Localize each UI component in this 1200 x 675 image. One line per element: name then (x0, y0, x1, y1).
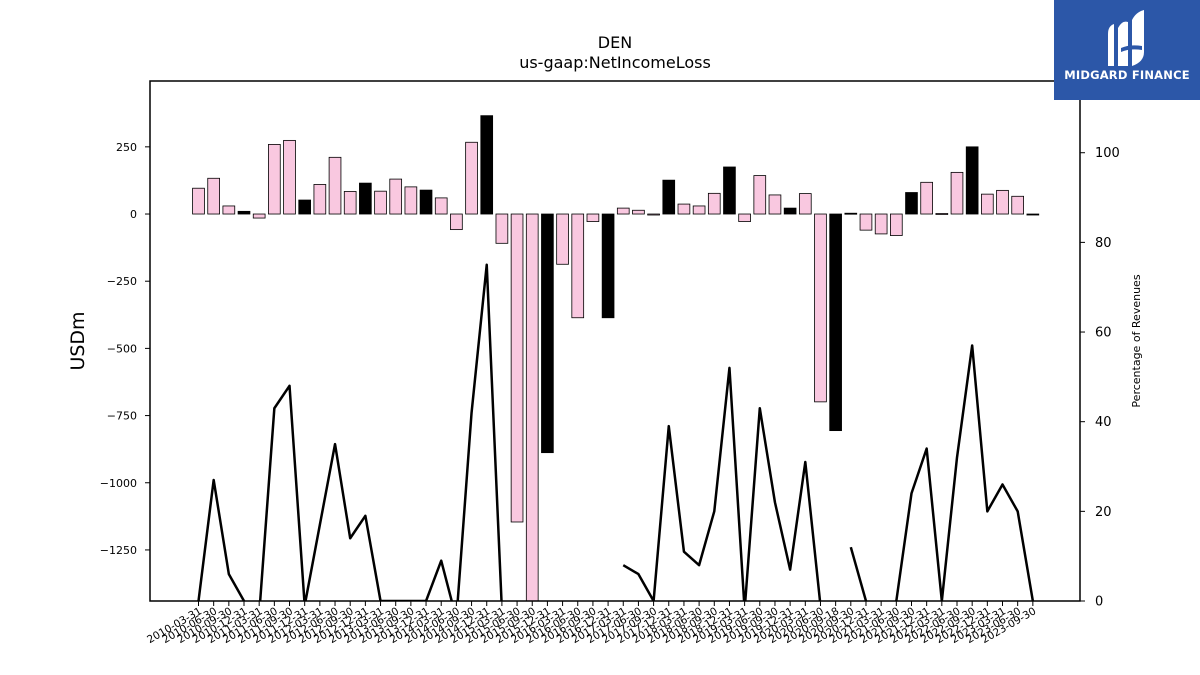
bar (965, 146, 979, 215)
bar (525, 213, 539, 601)
bar (207, 177, 220, 215)
bar (1011, 195, 1024, 215)
bar (738, 213, 751, 222)
y-right-tick-label: 40 (1095, 415, 1112, 430)
bar (783, 207, 797, 215)
line-segment (849, 546, 868, 601)
line-segment (895, 344, 1035, 601)
y-right-tick-label: 0 (1095, 595, 1103, 610)
bar (601, 213, 615, 319)
bar (920, 181, 933, 215)
bar (632, 209, 645, 215)
bar (723, 166, 736, 215)
bar (298, 199, 311, 215)
bar (434, 197, 448, 215)
plot-frame (149, 80, 1081, 602)
y-axis-right-label: Percentage of Revenues (1130, 274, 1143, 407)
bar (753, 175, 767, 215)
y-right-tick-label: 80 (1095, 236, 1112, 251)
bar (996, 189, 1009, 215)
bar (874, 213, 888, 235)
y-axis-right: 0 20 40 60 80 100 (1080, 146, 1120, 610)
bar (222, 205, 236, 215)
y-tick-label: −500 (107, 342, 137, 355)
bar (419, 189, 433, 215)
bar (1026, 213, 1040, 216)
bar (450, 213, 463, 231)
bar (829, 213, 842, 432)
y-axis-label: USDm (67, 311, 89, 370)
bar (510, 213, 524, 523)
line-segment (622, 366, 822, 601)
bar (359, 182, 372, 215)
bar (313, 184, 327, 215)
y-tick-label: −1250 (100, 544, 137, 557)
bar (465, 141, 478, 215)
bar (905, 192, 918, 215)
bar (343, 191, 357, 215)
bar (571, 213, 585, 319)
bar (374, 190, 387, 215)
bar (890, 213, 903, 236)
bar (814, 213, 827, 403)
bar (616, 207, 630, 215)
y-tick-label: 250 (116, 141, 137, 154)
bar (268, 144, 281, 215)
bar (404, 186, 418, 215)
bar (981, 193, 994, 215)
bar (480, 115, 494, 215)
bar (556, 213, 569, 265)
y-axis-left: 250 0 −250 −500 −750 −1000 −1250 (100, 141, 150, 557)
bar (798, 193, 812, 215)
x-axis: 2010-03-312010-06-302010-09-302010-12-31… (145, 601, 1038, 646)
bar-group (192, 115, 1040, 601)
y-right-tick-label: 100 (1095, 146, 1120, 161)
bar (586, 213, 600, 222)
y-tick-label: −750 (107, 410, 137, 423)
bar (252, 213, 266, 219)
line-segment (197, 263, 503, 601)
bar (662, 179, 676, 215)
bar (283, 139, 296, 215)
midgard-logo-icon (1108, 10, 1144, 67)
y-tick-label: 0 (130, 208, 137, 221)
bar (237, 210, 251, 215)
bar (389, 178, 403, 215)
y-tick-label: −1000 (100, 477, 137, 490)
line-series (197, 263, 1035, 601)
bar (692, 205, 706, 215)
bar (859, 213, 873, 231)
bar (647, 213, 660, 216)
y-right-tick-label: 60 (1095, 326, 1112, 341)
bar (768, 194, 782, 215)
bar (950, 171, 964, 215)
bar (707, 192, 721, 215)
bar (328, 156, 342, 215)
bar (495, 213, 509, 244)
chart-subtitle: us-gaap:NetIncomeLoss (519, 53, 711, 72)
bar (677, 203, 691, 215)
bar (192, 187, 205, 215)
bar (935, 213, 949, 215)
logo: MIDGARD FINANCE (1054, 0, 1200, 100)
chart-title: DEN (598, 33, 632, 52)
y-tick-label: −250 (107, 275, 137, 288)
bar (541, 213, 554, 454)
bar (844, 212, 858, 215)
y-right-tick-label: 20 (1095, 505, 1112, 520)
logo-text: MIDGARD FINANCE (1064, 68, 1190, 82)
